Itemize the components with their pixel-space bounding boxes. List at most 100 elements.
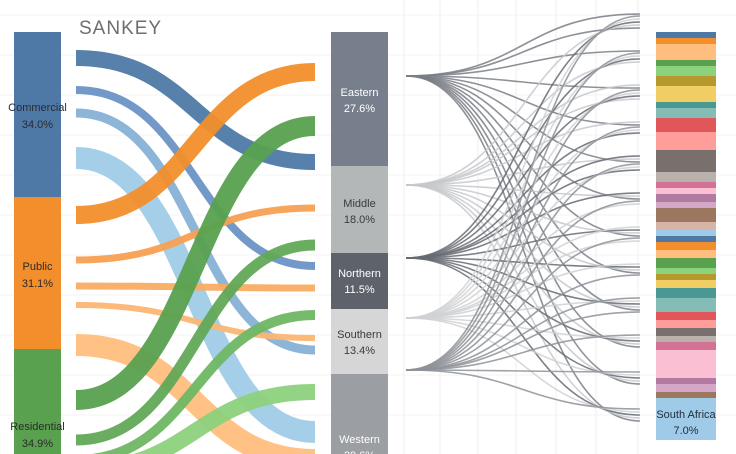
target-node-northern: Northern 11.5%: [331, 253, 388, 309]
detail-flows-layer: [405, 13, 641, 422]
palette-segment: [656, 44, 716, 60]
target-node-eastern: Eastern 27.6%: [331, 32, 388, 166]
detail-flow: [405, 75, 641, 89]
source-node-residential: Residential 34.9%: [10, 349, 65, 454]
palette-segment: [656, 202, 716, 208]
palette-segment: [656, 328, 716, 336]
detail-label: South Africa: [656, 409, 716, 421]
target-pct: 11.5%: [344, 284, 375, 296]
detail-flow: [405, 334, 641, 371]
detail-flow: [405, 200, 641, 371]
palette-segment: [656, 66, 716, 76]
palette-segment: [656, 298, 716, 312]
palette-segment: [656, 342, 716, 350]
detail-flow: [405, 237, 641, 371]
target-bar-middle: [331, 166, 388, 253]
detail-flow: [405, 369, 641, 410]
detail-flow: [405, 263, 641, 319]
source-label: Public: [23, 261, 53, 273]
detail-flow: [405, 126, 641, 371]
target-bar-eastern: [331, 32, 388, 166]
target-bar-western: [331, 374, 388, 454]
detail-segment: [656, 398, 716, 440]
detail-flow: [405, 369, 641, 373]
palette-segment: [656, 208, 716, 222]
palette-segment: [656, 350, 716, 378]
palette-segment: [656, 384, 716, 392]
palette-segment: [656, 274, 716, 280]
palette-segment: [656, 336, 716, 342]
palette-segment: [656, 118, 716, 132]
source-pct: 31.1%: [22, 278, 53, 290]
palette-segment: [656, 280, 716, 288]
target-node-middle: Middle 18.0%: [331, 166, 388, 253]
palette-segment: [656, 60, 716, 66]
source-bar-residential: [14, 349, 61, 454]
detail-flow: [405, 50, 641, 77]
palette-segment: [656, 268, 716, 274]
palette-segment: [656, 108, 716, 118]
source-bar-commercial: [14, 32, 61, 197]
palette-segment: [656, 250, 716, 258]
palette-segment: [656, 194, 716, 202]
source-pct: 34.9%: [22, 438, 53, 450]
palette-segment: [656, 378, 716, 384]
source-label: Commercial: [8, 102, 67, 114]
source-label: Residential: [10, 421, 64, 433]
target-pct: 18.0%: [344, 214, 375, 226]
palette-segment: [656, 102, 716, 108]
nodes-layer: Commercial 34.0% Public 31.1% Residential 34.…: [8, 32, 717, 454]
chart-title: SANKEY: [79, 18, 162, 39]
flow-residential-to-western: [133, 384, 316, 454]
palette-segment: [656, 38, 716, 44]
detail-flow: [405, 75, 641, 200]
detail-flow: [405, 274, 641, 371]
source-node-public: Public 31.1%: [14, 197, 61, 349]
detail-pct: 7.0%: [673, 425, 698, 437]
palette-segment: [656, 76, 716, 86]
detail-flow: [405, 75, 641, 163]
detail-flow: [405, 311, 641, 371]
detail-flow: [405, 15, 641, 371]
detail-flow: [405, 163, 641, 371]
flow-public-to-middle: [75, 204, 316, 264]
flow-residential-to-southern: [92, 310, 316, 454]
detail-flow: [405, 95, 641, 259]
target-label: Southern: [337, 329, 382, 341]
target-pct: 27.6%: [344, 103, 375, 115]
flow-public-to-western: [75, 334, 316, 454]
flow-public-to-eastern: [75, 63, 316, 224]
target-bar-northern: [331, 253, 388, 309]
source-bar-public: [14, 197, 61, 349]
flow-public-to-southern: [75, 302, 316, 341]
palette-segment: [656, 182, 716, 188]
palette-segment: [656, 312, 716, 320]
detail-flow: [405, 75, 641, 237]
flow-commercial-to-eastern: [75, 50, 316, 170]
palette-segment: [656, 172, 716, 182]
palette-segment: [656, 258, 716, 268]
flow-commercial-to-western: [75, 147, 316, 443]
flows-layer: [75, 50, 316, 454]
palette-segment: [656, 392, 716, 398]
detail-flow: [405, 121, 641, 186]
detail-flow: [405, 52, 641, 371]
target-node-western: Western 29.6%: [331, 374, 388, 454]
palette-segment: [656, 150, 716, 172]
target-pct: 13.4%: [344, 345, 375, 357]
detail-flow: [405, 75, 641, 126]
palette-segment: [656, 86, 716, 102]
palette-segment: [656, 242, 716, 250]
target-label: Eastern: [341, 87, 379, 99]
target-label: Middle: [343, 198, 375, 210]
palette-segment: [656, 236, 716, 242]
palette-segment: [656, 188, 716, 194]
detail-flow: [405, 27, 641, 77]
target-label: Western: [339, 434, 380, 446]
source-pct: 34.0%: [22, 119, 53, 131]
target-label: Northern: [338, 268, 381, 280]
target-node-southern: Southern 13.4%: [331, 309, 388, 374]
palette-segment: [656, 32, 716, 38]
palette-segment: [656, 222, 716, 230]
target-pct: 29.6%: [344, 450, 375, 454]
